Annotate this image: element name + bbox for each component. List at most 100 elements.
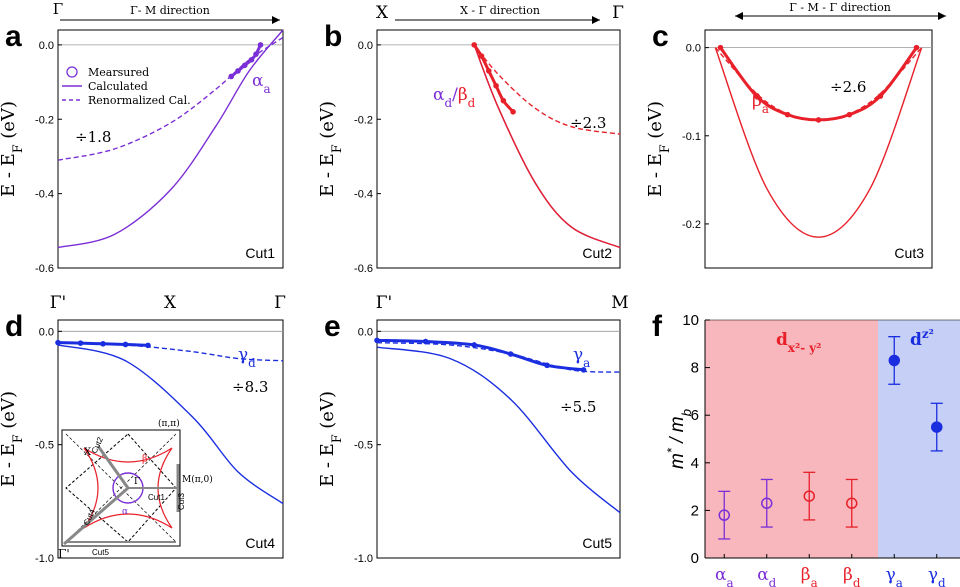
mass-point (718, 509, 730, 521)
xtick-label: γa (886, 565, 903, 587)
axis-ylabel: E - EF (eV) (645, 101, 672, 197)
region-dz (878, 320, 960, 558)
panel-letter: e (324, 310, 341, 343)
calculated-line (473, 44, 621, 249)
plot-frame (704, 29, 933, 269)
cut-label: Cut5 (582, 535, 612, 551)
legend-label: Renormalized Cal. (88, 94, 191, 107)
panel-e: e E - EF (eV) 0.0 -0.5 -1.0 Cut5 (317, 310, 621, 565)
panel-a: a E - EF (eV) 0.0 -0.2 -0.4 -0.6 Cut1 (0, 20, 284, 275)
kpoint-label: Γ' (50, 293, 66, 313)
ytick-label: -0.4 (35, 189, 54, 201)
axis-ylabel: E - EF (eV) (0, 101, 25, 197)
ytick-label: -0.6 (35, 263, 54, 275)
xtick-label: βa (801, 565, 818, 587)
measured-trace (472, 44, 515, 113)
inset-label: α (122, 507, 128, 517)
arrowhead (592, 16, 600, 24)
kpoint-label: Γ' (376, 293, 392, 313)
ytick-label: -0.5 (35, 440, 54, 452)
cut-label: Cut4 (245, 535, 275, 551)
inset-label: Γ (134, 477, 140, 487)
panel-letter: a (5, 20, 22, 53)
panel-f: f m* / mb (652, 310, 694, 469)
kpoint-label: Γ (274, 293, 286, 313)
ytick-label: 10 (682, 312, 699, 329)
ytick-label: -1.0 (354, 553, 373, 565)
xtick-label: γd (928, 565, 946, 587)
band-label: αa (252, 71, 271, 96)
ytick-label: 4 (691, 455, 699, 472)
measured-trace (719, 46, 918, 122)
arrowhead (735, 12, 743, 20)
arrowhead (272, 16, 280, 24)
cut-label: Cut1 (245, 245, 275, 261)
plot-frame (376, 29, 621, 269)
axis-ylabel: E - EF (eV) (0, 391, 25, 487)
ytick-label: 8 (691, 360, 699, 377)
kpoint-label: Γ (612, 3, 624, 23)
axis-ylabel: m* / mb (664, 409, 694, 469)
direction-label: X - Γ direction (460, 4, 540, 17)
kpoint-label: Γ (53, 0, 63, 18)
plot-frame (57, 319, 284, 559)
plot-frame (376, 319, 621, 559)
cut-label: Cut2 (582, 245, 612, 261)
ytick-label: -0.4 (354, 189, 373, 201)
beta-contour (83, 447, 173, 529)
ytick-label: -0.1 (682, 131, 701, 143)
panel-c: c E - EF (eV) 0.0 -0.1 -0.2 Cut3 (645, 20, 933, 269)
xtick-label: αd (757, 565, 776, 587)
panel-d: d E - EF (eV) 0.0 -0.5 -1.0 Cut4 (0, 310, 284, 565)
calculated-line (57, 29, 284, 249)
factor-label: ÷1.8 (75, 128, 111, 146)
calculated-line (714, 47, 923, 238)
panel-b: b E - EF (eV) 0.0 -0.2 -0.4 -0.6 Cut2 (317, 20, 621, 275)
xtick-label: βd (843, 565, 861, 587)
band-label: γd (238, 345, 256, 370)
panel-letter: d (5, 310, 23, 343)
ytick-label: 0.0 (686, 43, 701, 55)
ytick-label: -0.2 (354, 114, 373, 126)
cut-line (63, 486, 129, 546)
factor-label: ÷8.3 (232, 378, 268, 396)
calculated-line (57, 344, 284, 505)
ytick-label: -0.5 (354, 440, 373, 452)
calculated-line (473, 44, 621, 249)
mass-point (803, 490, 815, 502)
ytick-label: 2 (691, 502, 699, 519)
ytick-label: -0.6 (354, 263, 373, 275)
renormalized-line (473, 44, 621, 135)
legend-marker (66, 66, 78, 78)
direction-label: Γ- M direction (130, 4, 210, 17)
arrowhead (938, 12, 946, 20)
ytick-label: -1.0 (35, 553, 54, 565)
axis-ylabel: E - EF (eV) (317, 101, 344, 197)
region-dxy (705, 320, 878, 558)
calculated-line (376, 346, 621, 514)
mass-point (761, 497, 773, 510)
ytick-label: 6 (691, 407, 699, 424)
measured-trace (230, 44, 262, 78)
inset-label: Γ' (58, 547, 70, 561)
ytick-label: -0.2 (682, 219, 701, 231)
ytick-label: 0 (691, 550, 699, 567)
cut-line (96, 445, 130, 489)
factor-label: ÷2.3 (570, 114, 606, 132)
ytick-label: 0.0 (358, 40, 373, 52)
mass-point (931, 421, 943, 433)
xtick-label: αa (715, 565, 734, 587)
band-label: αd/βd (433, 85, 476, 110)
inset-label: X (84, 447, 92, 458)
mass-point (846, 497, 858, 510)
legend-label: Mearsured (88, 66, 149, 79)
panel-letter: b (324, 20, 342, 53)
inset-label: (π,π) (158, 418, 180, 429)
panel-letter: c (652, 20, 669, 53)
cut-label: Cut3 (894, 245, 924, 261)
ytick-label: 0.0 (39, 40, 54, 52)
ytick-label: -0.2 (35, 114, 54, 126)
measured-trace (376, 338, 584, 372)
